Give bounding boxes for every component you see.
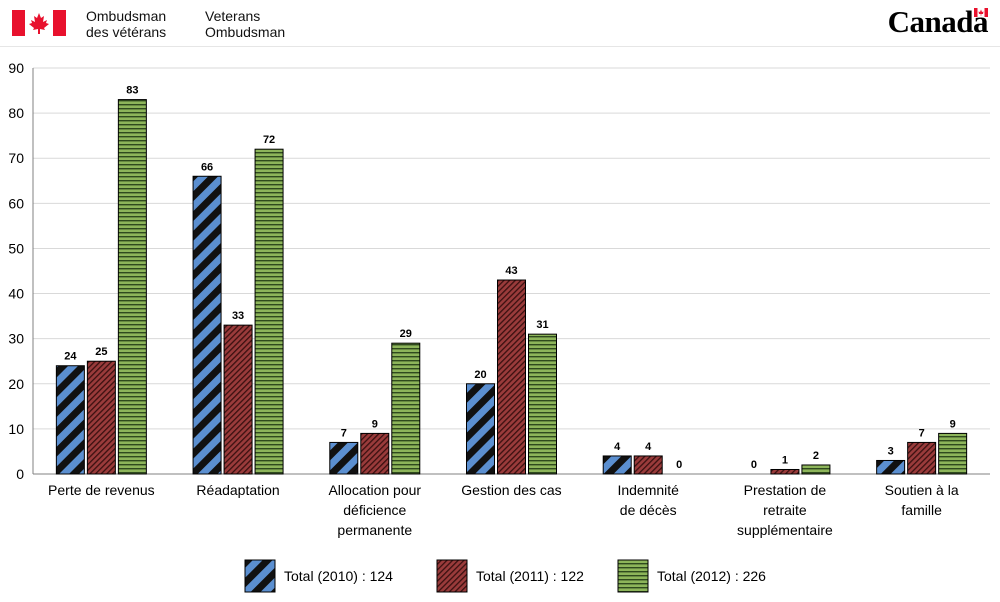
data-label-2012: 31	[536, 319, 548, 331]
org-name-english: Veterans Ombudsman	[205, 8, 285, 40]
data-label-2012: 9	[950, 418, 956, 430]
legend-swatch-2012	[617, 559, 649, 593]
org-en-line2: Ombudsman	[205, 24, 286, 40]
data-label-2010: 7	[341, 427, 347, 439]
y-tick-label: 40	[8, 286, 24, 302]
y-tick-label: 70	[8, 150, 24, 166]
x-tick-label: permanente	[337, 522, 412, 538]
bar-2010	[192, 175, 222, 475]
y-tick-label: 0	[16, 466, 24, 482]
bars: 24 25 83 66 33 72 7 9 29 20 43 31 4 4 0 0 1 2 3 7 9	[55, 85, 968, 475]
y-tick-label: 80	[8, 105, 24, 121]
bar-2011	[770, 468, 800, 475]
data-label-2011: 43	[505, 265, 517, 277]
x-tick-label: Allocation pour	[328, 482, 421, 498]
org-fr-line1: Ombudsman	[86, 8, 167, 24]
legend-swatch-2011	[436, 559, 468, 593]
wordmark-text: Canada	[887, 4, 989, 39]
data-label-2010: 3	[888, 445, 894, 457]
bar-2011	[497, 279, 526, 475]
header-divider	[0, 46, 1000, 47]
x-tick-label: Soutien à la	[885, 482, 959, 498]
x-tick-label: Réadaptation	[196, 482, 279, 498]
bar-2010	[876, 459, 906, 475]
bar-2011	[86, 360, 116, 475]
legend-label-2010: Total (2010) : 124	[284, 568, 393, 584]
x-tick-label: famille	[901, 502, 942, 518]
x-tick-label: retraite	[763, 502, 807, 518]
bar-2010	[329, 441, 359, 475]
data-label-2012: 2	[813, 450, 819, 462]
legend: Total (2010) : 124 Total (2011) : 122 To…	[0, 559, 1000, 595]
data-label-2010: 20	[474, 369, 486, 381]
x-tick-label: Prestation de	[744, 482, 827, 498]
wordmark-flag-icon	[974, 8, 988, 17]
y-tick-label: 50	[8, 240, 24, 256]
data-label-2011: 25	[95, 346, 107, 358]
x-tick-label: de décès	[620, 502, 677, 518]
data-label-2011: 9	[372, 418, 378, 430]
bar-2012	[117, 99, 147, 475]
bar-2012	[801, 464, 831, 475]
bar-2011	[633, 455, 663, 475]
y-tick-label: 20	[8, 376, 24, 392]
x-tick-label: Indemnité	[617, 482, 679, 498]
x-tick-label: Perte de revenus	[48, 482, 155, 498]
data-label-2012: 29	[400, 328, 412, 340]
data-label-2012: 72	[263, 134, 275, 146]
data-label-2011: 4	[645, 441, 652, 453]
y-tick-label: 30	[8, 331, 24, 347]
header-bar: Ombudsman des vétérans Veterans Ombudsma…	[0, 0, 1000, 46]
data-label-2011: 33	[232, 310, 244, 322]
legend-label-2012: Total (2012) : 226	[657, 568, 766, 584]
x-tick-label: déficience	[343, 502, 406, 518]
data-label-2010: 66	[201, 161, 213, 173]
canada-wordmark: Canada	[887, 4, 989, 40]
data-label-2012: 83	[126, 85, 138, 97]
bar-2012	[528, 333, 557, 475]
x-axis-labels: Perte de revenus Réadaptation Allocation p…	[48, 482, 959, 538]
data-label-2011: 1	[782, 454, 788, 466]
bar-2011	[360, 432, 390, 475]
org-fr-line2: des vétérans	[86, 24, 167, 40]
y-tick-label: 90	[8, 60, 24, 76]
bar-2010	[466, 383, 495, 475]
y-tick-label: 60	[8, 195, 24, 211]
bar-2010	[55, 365, 85, 475]
data-label-2010: 0	[751, 459, 757, 471]
data-label-2010: 24	[64, 351, 77, 363]
org-en-line1: Veterans	[205, 8, 261, 24]
legend-label-2011: Total (2011) : 122	[476, 568, 584, 584]
bar-2010	[602, 455, 632, 475]
org-name-french: Ombudsman des vétérans	[86, 8, 166, 40]
data-label-2012: 0	[676, 459, 682, 471]
bar-2012	[938, 432, 968, 475]
bar-2011	[907, 441, 937, 475]
bar-2012	[391, 342, 421, 475]
canada-flag-icon	[12, 10, 66, 36]
bar-2012	[254, 148, 284, 475]
x-tick-label: supplémentaire	[737, 522, 833, 538]
x-tick-label: Gestion des cas	[461, 482, 561, 498]
bar-2011	[223, 324, 253, 475]
legend-swatch-2010	[244, 559, 276, 593]
data-label-2010: 4	[614, 441, 621, 453]
data-label-2011: 7	[919, 427, 925, 439]
y-tick-label: 10	[8, 421, 24, 437]
